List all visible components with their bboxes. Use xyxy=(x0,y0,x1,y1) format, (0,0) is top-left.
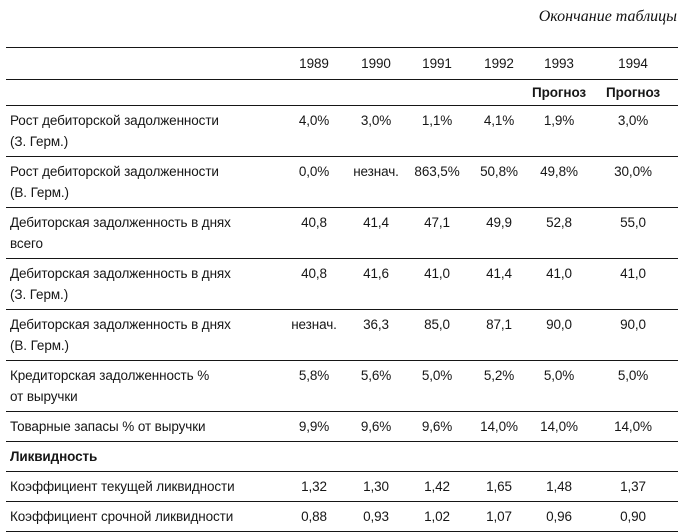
table-row: Рост дебиторской задолженности (В. Герм.… xyxy=(6,157,678,208)
empty-cell xyxy=(468,80,530,106)
table-row: Дебиторская задолженность в днях всего 4… xyxy=(6,208,678,259)
value-cell: 41,0 xyxy=(620,266,646,281)
value-cell: 40,8 xyxy=(301,266,327,281)
year-cell: 1991 xyxy=(422,56,452,71)
row-label: Дебиторская задолженность в днях (В. Гер… xyxy=(10,317,231,353)
empty-cell xyxy=(6,80,282,106)
value-cell: 3,0% xyxy=(360,113,392,128)
table-row: Товарные запасы % от выручки 9,9% 9,6% 9… xyxy=(6,412,678,442)
value-cell: 1,48 xyxy=(546,479,572,494)
value-cell: 1,65 xyxy=(486,479,512,494)
year-cell: 1993 xyxy=(544,56,574,71)
value-cell: 52,8 xyxy=(546,215,572,230)
table-row: Кредиторская задолженность % от выручки … xyxy=(6,361,678,412)
value-cell: 85,0 xyxy=(424,317,450,332)
value-cell: 1,1% xyxy=(421,113,453,128)
value-cell: 3,0% xyxy=(617,113,649,128)
value-cell: 0,90 xyxy=(620,509,646,524)
forecast-cell: Прогноз xyxy=(605,85,661,100)
value-cell: 0,96 xyxy=(546,509,572,524)
table-row: Дебиторская задолженность в днях (З. Гер… xyxy=(6,259,678,310)
row-label: Рост дебиторской задолженности (З. Герм.… xyxy=(10,113,219,149)
value-cell: 90,0 xyxy=(620,317,646,332)
financial-table: 1989 1990 1991 1992 1993 1994 Прогноз Пр… xyxy=(6,47,678,532)
forecast-cell: Прогноз xyxy=(531,85,587,100)
section-label: Ликвидность xyxy=(10,449,98,464)
value-cell: 14,0% xyxy=(540,419,578,434)
empty-cell xyxy=(530,442,588,472)
value-cell: 5,0% xyxy=(617,368,649,383)
value-cell: 90,0 xyxy=(546,317,572,332)
value-cell: 1,02 xyxy=(424,509,450,524)
empty-cell xyxy=(282,442,346,472)
value-cell: 1,07 xyxy=(486,509,512,524)
table-caption: Окончание таблицы xyxy=(538,8,677,25)
row-label: Рост дебиторской задолженности (В. Герм.… xyxy=(10,164,219,200)
value-cell: 863,5% xyxy=(414,164,460,179)
value-cell: 55,0 xyxy=(620,215,646,230)
value-cell: 5,2% xyxy=(483,368,515,383)
empty-cell xyxy=(406,442,468,472)
value-cell: 47,1 xyxy=(424,215,450,230)
section-row: Ликвидность xyxy=(6,442,678,472)
value-cell: 40,8 xyxy=(301,215,327,230)
value-cell: 41,4 xyxy=(486,266,512,281)
value-cell: 87,1 xyxy=(486,317,512,332)
row-label: Дебиторская задолженность в днях (З. Гер… xyxy=(10,266,231,302)
value-cell: 41,0 xyxy=(424,266,450,281)
value-cell: 9,6% xyxy=(360,419,392,434)
value-cell: 41,4 xyxy=(363,215,389,230)
year-cell: 1990 xyxy=(361,56,391,71)
empty-cell xyxy=(588,442,678,472)
table-row: Рост дебиторской задолженности (З. Герм.… xyxy=(6,106,678,157)
table-row: Коэффициент срочной ликвидности 0,88 0,9… xyxy=(6,502,678,532)
value-cell: 0,0% xyxy=(298,164,330,179)
value-cell: 36,3 xyxy=(363,317,389,332)
value-cell: 49,8% xyxy=(540,164,578,179)
value-cell: 1,9% xyxy=(543,113,575,128)
empty-cell xyxy=(346,80,406,106)
value-cell: 1,42 xyxy=(424,479,450,494)
empty-cell xyxy=(346,442,406,472)
value-cell: 0,93 xyxy=(363,509,389,524)
empty-cell xyxy=(282,80,346,106)
value-cell: 5,6% xyxy=(360,368,392,383)
year-cell: 1994 xyxy=(618,56,648,71)
year-header-row: 1989 1990 1991 1992 1993 1994 xyxy=(6,48,678,80)
row-label: Коэффициент текущей ликвидности xyxy=(10,479,235,494)
row-label: Товарные запасы % от выручки xyxy=(10,419,206,434)
row-label: Коэффициент срочной ликвидности xyxy=(10,509,234,524)
value-cell: незнач. xyxy=(353,164,399,179)
value-cell: 9,6% xyxy=(421,419,453,434)
empty-cell xyxy=(406,80,468,106)
value-cell: 30,0% xyxy=(614,164,652,179)
corner-cell xyxy=(6,48,282,80)
year-cell: 1992 xyxy=(484,56,514,71)
value-cell: 41,0 xyxy=(546,266,572,281)
value-cell: 50,8% xyxy=(480,164,518,179)
value-cell: 5,0% xyxy=(421,368,453,383)
value-cell: 41,6 xyxy=(363,266,389,281)
value-cell: 14,0% xyxy=(614,419,652,434)
year-cell: 1989 xyxy=(299,56,329,71)
value-cell: 1,37 xyxy=(620,479,646,494)
row-label: Кредиторская задолженность % от выручки xyxy=(10,368,210,404)
value-cell: 49,9 xyxy=(486,215,512,230)
table-row: Коэффициент текущей ликвидности 1,32 1,3… xyxy=(6,472,678,502)
empty-cell xyxy=(468,442,530,472)
value-cell: 1,32 xyxy=(301,479,327,494)
table-row: Дебиторская задолженность в днях (В. Гер… xyxy=(6,310,678,361)
value-cell: 0,88 xyxy=(301,509,327,524)
row-label: Дебиторская задолженность в днях всего xyxy=(10,215,231,251)
value-cell: незнач. xyxy=(291,317,337,332)
value-cell: 9,9% xyxy=(298,419,330,434)
value-cell: 1,30 xyxy=(363,479,389,494)
value-cell: 5,8% xyxy=(298,368,330,383)
value-cell: 4,0% xyxy=(298,113,330,128)
value-cell: 4,1% xyxy=(483,113,515,128)
value-cell: 5,0% xyxy=(543,368,575,383)
value-cell: 14,0% xyxy=(480,419,518,434)
forecast-header-row: Прогноз Прогноз xyxy=(6,80,678,106)
